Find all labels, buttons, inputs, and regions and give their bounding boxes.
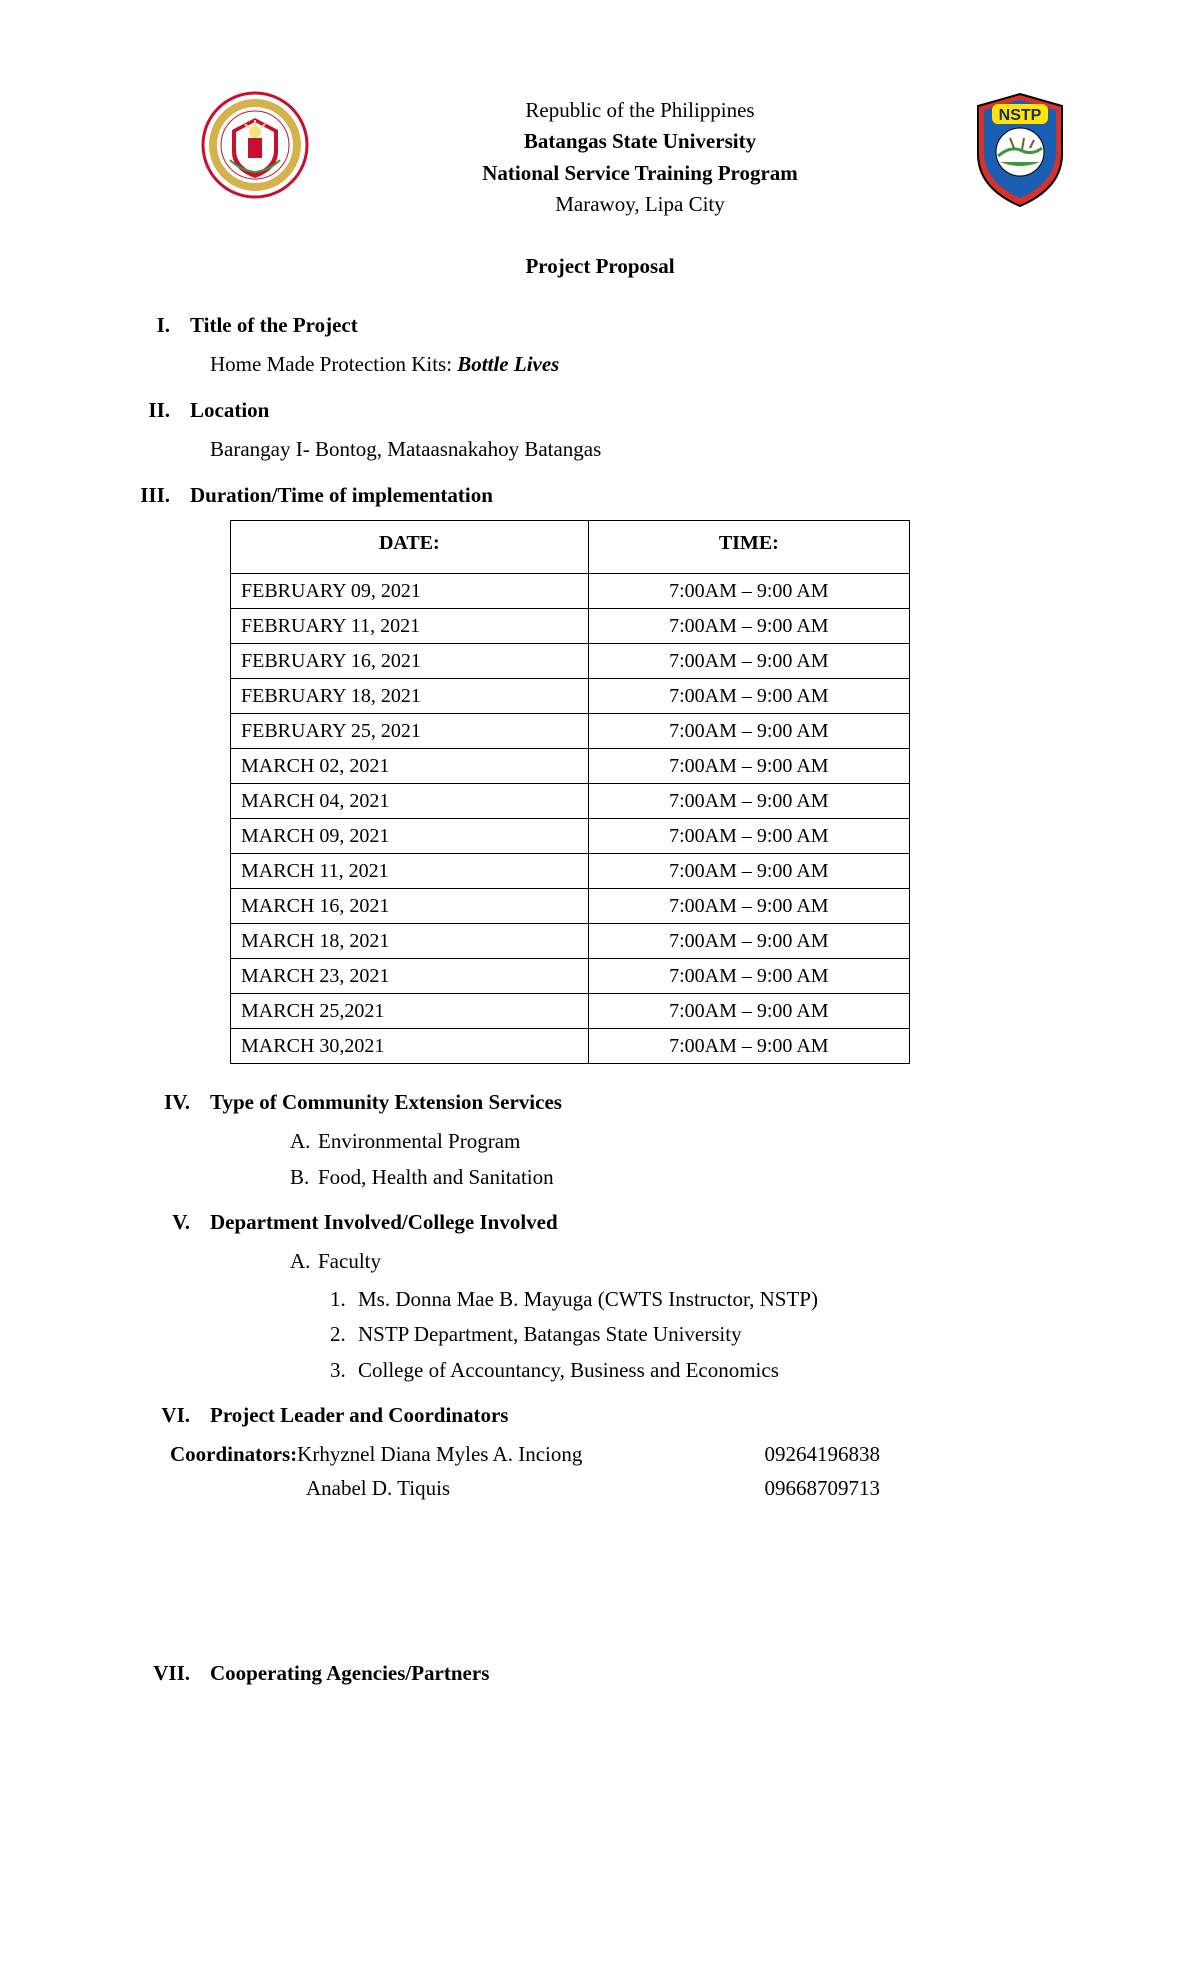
table-row: FEBRUARY 16, 20217:00AM – 9:00 AM xyxy=(231,643,910,678)
schedule-date-cell: MARCH 04, 2021 xyxy=(231,783,589,818)
section-vi: VI. Project Leader and Coordinators Coor… xyxy=(120,1401,1080,1503)
schedule-date-cell: MARCH 09, 2021 xyxy=(231,818,589,853)
section-roman: I. xyxy=(120,311,190,340)
section-v: V. Department Involved/College Involved … xyxy=(120,1208,1080,1385)
table-row: MARCH 23, 20217:00AM – 9:00 AM xyxy=(231,958,910,993)
schedule-date-cell: FEBRUARY 09, 2021 xyxy=(231,573,589,608)
nstp-logo-icon: NSTP xyxy=(970,90,1070,218)
header-line-3: National Service Training Program xyxy=(310,159,970,188)
section-iv-list: A.Environmental Program B.Food, Health a… xyxy=(290,1127,1080,1192)
coordinator-row: Coordinators: Krhyznel Diana Myles A. In… xyxy=(170,1440,1080,1469)
section-title: Type of Community Extension Services xyxy=(210,1088,562,1117)
schedule-time-cell: 7:00AM – 9:00 AM xyxy=(588,1028,909,1063)
section-ii: II. Location Barangay I- Bontog, Mataasn… xyxy=(120,396,1080,465)
schedule-header-date: DATE: xyxy=(231,520,589,573)
schedule-date-cell: MARCH 16, 2021 xyxy=(231,888,589,923)
table-row: MARCH 09, 20217:00AM – 9:00 AM xyxy=(231,818,910,853)
coordinator-phone: 09668709713 xyxy=(765,1474,1081,1503)
schedule-date-cell: FEBRUARY 25, 2021 xyxy=(231,713,589,748)
list-item: NSTP Department, Batangas State Universi… xyxy=(358,1322,742,1346)
section-title: Cooperating Agencies/Partners xyxy=(210,1659,489,1688)
section-iv: IV. Type of Community Extension Services… xyxy=(120,1088,1080,1192)
svg-text:NSTP: NSTP xyxy=(999,107,1042,124)
schedule-date-cell: FEBRUARY 16, 2021 xyxy=(231,643,589,678)
schedule-time-cell: 7:00AM – 9:00 AM xyxy=(588,853,909,888)
coordinator-name: Krhyznel Diana Myles A. Inciong xyxy=(297,1440,582,1469)
coordinator-phone: 09264196838 xyxy=(765,1440,1081,1469)
schedule-date-cell: MARCH 30,2021 xyxy=(231,1028,589,1063)
coordinator-row: Anabel D. Tiquis 09668709713 xyxy=(170,1474,1080,1503)
section-roman: VII. xyxy=(120,1659,210,1688)
section-title: Location xyxy=(190,396,269,425)
section-roman: VI. xyxy=(120,1401,210,1430)
coordinators-label: Coordinators: xyxy=(170,1440,297,1469)
section-roman: V. xyxy=(120,1208,210,1237)
document-title: Project Proposal xyxy=(120,252,1080,281)
coordinator-name: Anabel D. Tiquis xyxy=(306,1474,450,1503)
section-roman: II. xyxy=(120,396,190,425)
university-seal-icon xyxy=(200,90,310,208)
schedule-time-cell: 7:00AM – 9:00 AM xyxy=(588,608,909,643)
schedule-time-cell: 7:00AM – 9:00 AM xyxy=(588,748,909,783)
section-v-faculty-list: 1.Ms. Donna Mae B. Mayuga (CWTS Instruct… xyxy=(330,1285,1080,1385)
schedule-time-cell: 7:00AM – 9:00 AM xyxy=(588,713,909,748)
section-title: Duration/Time of implementation xyxy=(190,481,493,510)
header-line-4: Marawoy, Lipa City xyxy=(310,190,970,219)
table-row: FEBRUARY 25, 20217:00AM – 9:00 AM xyxy=(231,713,910,748)
header-line-1: Republic of the Philippines xyxy=(310,96,970,125)
schedule-date-cell: FEBRUARY 11, 2021 xyxy=(231,608,589,643)
table-row: FEBRUARY 18, 20217:00AM – 9:00 AM xyxy=(231,678,910,713)
section-roman: IV. xyxy=(120,1088,210,1117)
list-item: Ms. Donna Mae B. Mayuga (CWTS Instructor… xyxy=(358,1287,818,1311)
section-ii-body: Barangay I- Bontog, Mataasnakahoy Batang… xyxy=(210,435,1080,464)
schedule-date-cell: MARCH 25,2021 xyxy=(231,993,589,1028)
schedule-time-cell: 7:00AM – 9:00 AM xyxy=(588,818,909,853)
schedule-time-cell: 7:00AM – 9:00 AM xyxy=(588,923,909,958)
section-title: Project Leader and Coordinators xyxy=(210,1401,508,1430)
schedule-time-cell: 7:00AM – 9:00 AM xyxy=(588,958,909,993)
section-title: Title of the Project xyxy=(190,311,358,340)
table-row: MARCH 11, 20217:00AM – 9:00 AM xyxy=(231,853,910,888)
table-row: MARCH 16, 20217:00AM – 9:00 AM xyxy=(231,888,910,923)
list-item: Environmental Program xyxy=(318,1129,520,1153)
schedule-time-cell: 7:00AM – 9:00 AM xyxy=(588,643,909,678)
schedule-date-cell: FEBRUARY 18, 2021 xyxy=(231,678,589,713)
list-item: Food, Health and Sanitation xyxy=(318,1165,554,1189)
table-row: FEBRUARY 09, 20217:00AM – 9:00 AM xyxy=(231,573,910,608)
schedule-date-cell: MARCH 23, 2021 xyxy=(231,958,589,993)
list-item: College of Accountancy, Business and Eco… xyxy=(358,1358,779,1382)
schedule-time-cell: 7:00AM – 9:00 AM xyxy=(588,993,909,1028)
header-line-2: Batangas State University xyxy=(310,127,970,156)
blank-space xyxy=(120,1519,1080,1659)
schedule-header-time: TIME: xyxy=(588,520,909,573)
schedule-time-cell: 7:00AM – 9:00 AM xyxy=(588,783,909,818)
table-row: MARCH 18, 20217:00AM – 9:00 AM xyxy=(231,923,910,958)
schedule-time-cell: 7:00AM – 9:00 AM xyxy=(588,573,909,608)
table-row: FEBRUARY 11, 20217:00AM – 9:00 AM xyxy=(231,608,910,643)
schedule-time-cell: 7:00AM – 9:00 AM xyxy=(588,888,909,923)
schedule-date-cell: MARCH 11, 2021 xyxy=(231,853,589,888)
header-text-block: Republic of the Philippines Batangas Sta… xyxy=(310,90,970,222)
table-row: MARCH 04, 20217:00AM – 9:00 AM xyxy=(231,783,910,818)
section-vii: VII. Cooperating Agencies/Partners xyxy=(120,1659,1080,1688)
table-row: MARCH 30,20217:00AM – 9:00 AM xyxy=(231,1028,910,1063)
section-v-list: A.Faculty xyxy=(290,1247,1080,1276)
schedule-table: DATE: TIME: FEBRUARY 09, 20217:00AM – 9:… xyxy=(230,520,910,1064)
section-iii: III. Duration/Time of implementation DAT… xyxy=(120,481,1080,1064)
section-roman: III. xyxy=(120,481,190,510)
section-i-body: Home Made Protection Kits: Bottle Lives xyxy=(210,350,1080,379)
table-row: MARCH 25,20217:00AM – 9:00 AM xyxy=(231,993,910,1028)
list-item: Faculty xyxy=(318,1249,381,1273)
document-header: Republic of the Philippines Batangas Sta… xyxy=(200,90,1070,222)
section-i: I. Title of the Project Home Made Protec… xyxy=(120,311,1080,380)
schedule-time-cell: 7:00AM – 9:00 AM xyxy=(588,678,909,713)
table-row: MARCH 02, 20217:00AM – 9:00 AM xyxy=(231,748,910,783)
schedule-date-cell: MARCH 18, 2021 xyxy=(231,923,589,958)
section-title: Department Involved/College Involved xyxy=(210,1208,558,1237)
schedule-date-cell: MARCH 02, 2021 xyxy=(231,748,589,783)
